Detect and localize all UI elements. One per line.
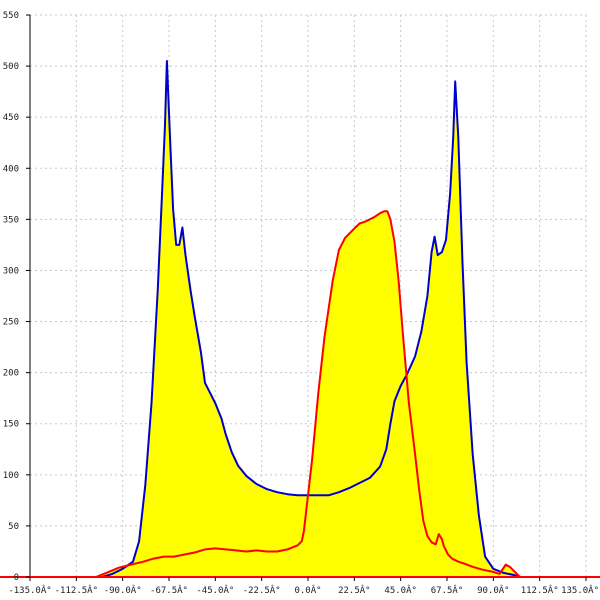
y-tick-label: 550 xyxy=(3,11,19,21)
x-tick-label: 67.5Â° xyxy=(431,584,464,596)
tick-label-layer: 0 50 100 150 200 250 300 350 400 450 500 550 -135.0Â… xyxy=(3,11,599,596)
series-line xyxy=(95,210,521,578)
x-tick-label: 22.5Â° xyxy=(338,584,371,596)
y-tick-label: 0 xyxy=(14,573,19,583)
x-tick-label: -135.0Â° xyxy=(8,584,51,596)
x-tick-label: 135.0Â° xyxy=(561,584,599,596)
series-fill-area xyxy=(95,211,521,577)
y-tick-label: 500 xyxy=(3,62,19,72)
x-tick-label: -22.5Â° xyxy=(243,584,281,596)
x-tick-label: -90.0Â° xyxy=(104,584,142,596)
y-tick-label: 250 xyxy=(3,318,19,328)
x-tick-label: 112.5Â° xyxy=(521,584,559,596)
x-tick-label: -45.0Â° xyxy=(196,584,234,596)
x-tick-label: -112.5Â° xyxy=(55,584,98,596)
y-tick-label: 300 xyxy=(3,266,19,276)
y-tick-label: 50 xyxy=(8,522,19,532)
y-tick-label: 400 xyxy=(3,164,19,174)
area-layer xyxy=(95,61,521,577)
y-tick-label: 200 xyxy=(3,369,19,379)
x-tick-label: 90.0Â° xyxy=(477,584,510,596)
x-tick-label: 0.0Â° xyxy=(294,584,321,596)
y-tick-label: 100 xyxy=(3,471,19,481)
x-tick-label: -67.5Â° xyxy=(150,584,188,596)
y-tick-label: 450 xyxy=(3,113,19,123)
x-tick-label: 45.0Â° xyxy=(384,584,417,596)
series-layer xyxy=(95,60,521,578)
series-fill-area xyxy=(102,61,521,577)
y-tick-label: 150 xyxy=(3,420,19,430)
axis-layer xyxy=(0,14,600,581)
y-tick-label: 350 xyxy=(3,215,19,225)
